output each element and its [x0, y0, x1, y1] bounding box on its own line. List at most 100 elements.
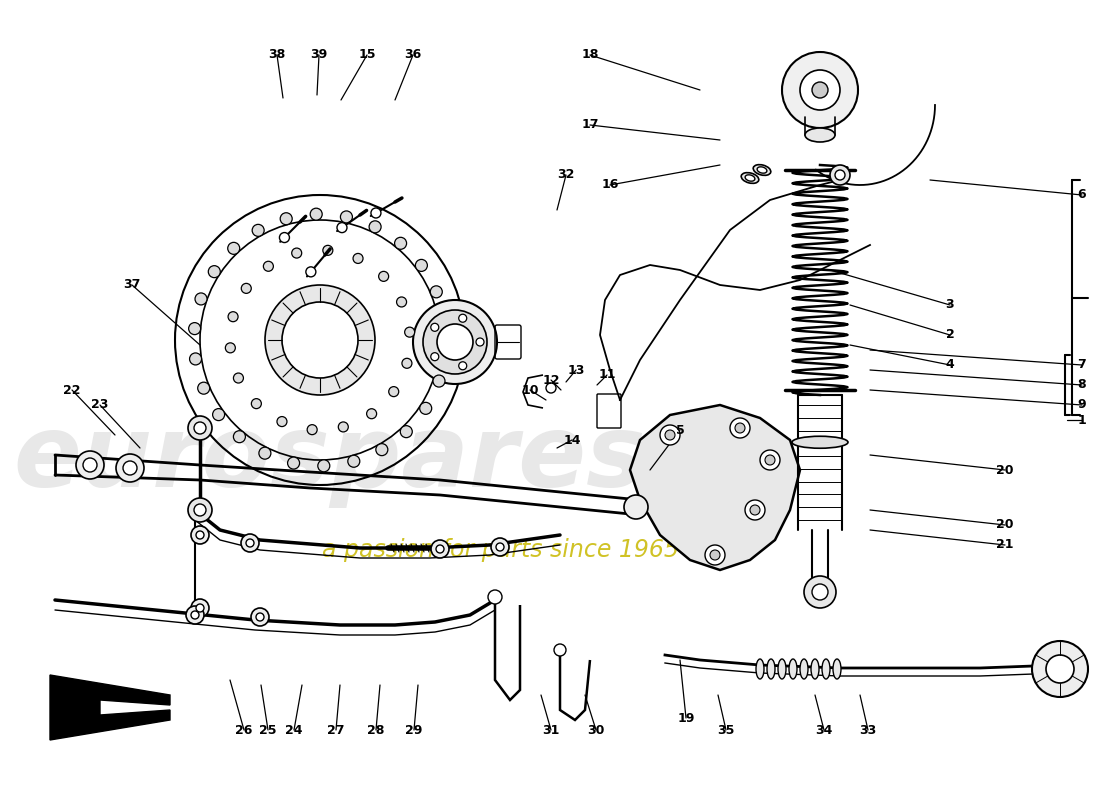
- Circle shape: [371, 208, 381, 218]
- Circle shape: [337, 222, 346, 233]
- Circle shape: [830, 165, 850, 185]
- Circle shape: [376, 444, 388, 456]
- Ellipse shape: [778, 659, 786, 679]
- Circle shape: [488, 590, 502, 604]
- Circle shape: [258, 447, 271, 459]
- Text: 11: 11: [598, 369, 616, 382]
- Circle shape: [191, 599, 209, 617]
- Text: 2: 2: [946, 329, 955, 342]
- Circle shape: [366, 409, 376, 418]
- Circle shape: [554, 644, 566, 656]
- Circle shape: [287, 457, 299, 469]
- Circle shape: [339, 422, 349, 432]
- Text: 28: 28: [367, 723, 385, 737]
- Circle shape: [252, 224, 264, 236]
- Text: 20: 20: [997, 518, 1014, 531]
- Circle shape: [395, 238, 407, 250]
- Circle shape: [263, 262, 274, 271]
- Text: 10: 10: [521, 383, 539, 397]
- Circle shape: [340, 211, 352, 223]
- Circle shape: [812, 82, 828, 98]
- Circle shape: [353, 254, 363, 263]
- Circle shape: [804, 576, 836, 608]
- Circle shape: [397, 297, 407, 307]
- Circle shape: [624, 495, 648, 519]
- Text: 37: 37: [123, 278, 141, 291]
- Circle shape: [436, 545, 444, 553]
- Text: 38: 38: [268, 49, 286, 62]
- Circle shape: [402, 358, 411, 368]
- Circle shape: [745, 500, 764, 520]
- Circle shape: [212, 409, 224, 421]
- Ellipse shape: [800, 659, 808, 679]
- Circle shape: [233, 430, 245, 442]
- Circle shape: [194, 504, 206, 516]
- Circle shape: [764, 455, 776, 465]
- Circle shape: [123, 461, 138, 475]
- Circle shape: [431, 540, 449, 558]
- Text: 18: 18: [581, 49, 598, 62]
- Text: 16: 16: [602, 178, 618, 191]
- Circle shape: [76, 451, 104, 479]
- Circle shape: [433, 375, 446, 387]
- Circle shape: [188, 416, 212, 440]
- Circle shape: [705, 545, 725, 565]
- Text: 13: 13: [568, 363, 585, 377]
- Circle shape: [782, 52, 858, 128]
- Circle shape: [241, 283, 251, 294]
- Circle shape: [1046, 655, 1074, 683]
- Text: 23: 23: [91, 398, 109, 411]
- Circle shape: [246, 539, 254, 547]
- Text: 25: 25: [260, 723, 277, 737]
- Circle shape: [256, 613, 264, 621]
- Circle shape: [196, 531, 204, 539]
- Circle shape: [430, 286, 442, 298]
- Ellipse shape: [757, 167, 767, 173]
- Circle shape: [279, 233, 289, 242]
- Text: 6: 6: [1078, 189, 1087, 202]
- Circle shape: [196, 604, 204, 612]
- Circle shape: [280, 213, 293, 225]
- Circle shape: [233, 373, 243, 383]
- Text: 17: 17: [581, 118, 598, 131]
- Ellipse shape: [756, 659, 764, 679]
- Circle shape: [416, 259, 428, 271]
- Ellipse shape: [805, 128, 835, 142]
- Circle shape: [188, 322, 200, 334]
- Circle shape: [660, 425, 680, 445]
- Ellipse shape: [741, 173, 759, 183]
- Circle shape: [322, 246, 333, 255]
- Circle shape: [82, 458, 97, 472]
- Circle shape: [241, 534, 258, 552]
- Circle shape: [310, 208, 322, 220]
- Circle shape: [710, 550, 720, 560]
- Circle shape: [439, 346, 451, 358]
- Circle shape: [306, 267, 316, 277]
- Circle shape: [735, 423, 745, 433]
- Text: eurospares: eurospares: [13, 411, 647, 509]
- Circle shape: [186, 606, 204, 624]
- Circle shape: [420, 402, 431, 414]
- Circle shape: [198, 382, 210, 394]
- Text: 15: 15: [359, 49, 376, 62]
- Circle shape: [348, 455, 360, 467]
- Text: a passion for parts since 1965: a passion for parts since 1965: [321, 538, 679, 562]
- Circle shape: [405, 327, 415, 337]
- Circle shape: [226, 343, 235, 353]
- Text: 3: 3: [946, 298, 955, 311]
- Polygon shape: [50, 675, 170, 740]
- Text: 7: 7: [1078, 358, 1087, 371]
- Text: 21: 21: [997, 538, 1014, 551]
- Circle shape: [292, 248, 301, 258]
- Circle shape: [252, 398, 262, 409]
- Circle shape: [388, 386, 398, 397]
- Circle shape: [191, 526, 209, 544]
- Circle shape: [812, 584, 828, 600]
- Circle shape: [476, 338, 484, 346]
- Text: 39: 39: [310, 49, 328, 62]
- Circle shape: [282, 302, 358, 378]
- Text: 1: 1: [1078, 414, 1087, 426]
- Polygon shape: [630, 405, 800, 570]
- Ellipse shape: [811, 659, 819, 679]
- Circle shape: [439, 315, 450, 327]
